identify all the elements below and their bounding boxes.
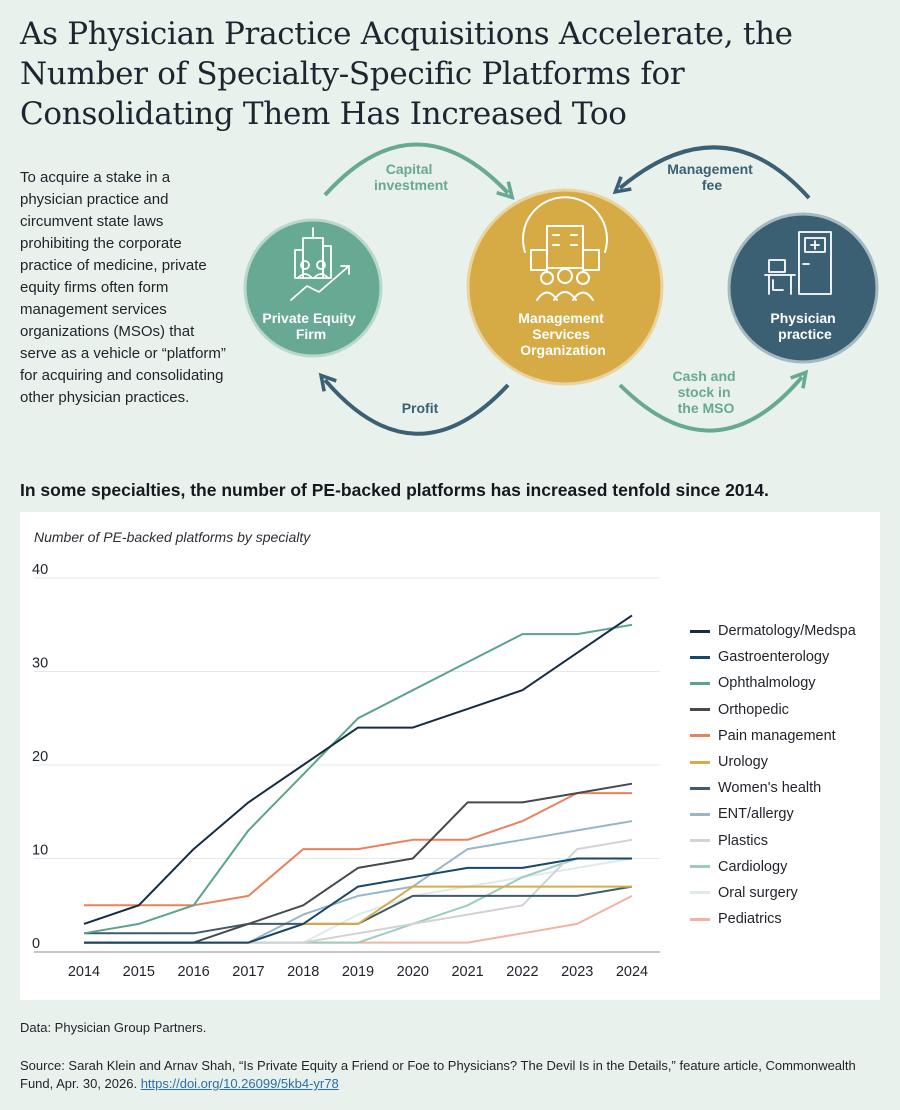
legend-label: Plastics [718,832,768,849]
node-management-services-organization: Management Services Organization [466,188,664,386]
line-chart-panel: Number of PE-backed platforms by special… [20,512,880,1000]
svg-text:Management Services: Management Services Organization [518,310,607,358]
flow-label-capital-investment: Capital investment [374,161,448,193]
series-line-oral-surgery [84,857,633,944]
series-line-pediatrics [84,895,633,944]
y-tick-label-40: 40 [32,562,48,578]
clinic-door-desk-icon [764,231,832,295]
legend-item-orthopedic: Orthopedic [690,697,856,723]
legend-swatch [690,655,710,659]
flow-label-management-fee: Management fee [667,161,756,193]
legend-swatch [690,839,710,843]
source-note: Source: Sarah Klein and Arnav Shah, “Is … [20,1057,880,1093]
city-growth-icon [290,227,350,301]
legend-swatch [690,760,710,764]
legend-swatch [690,734,710,738]
legend-label: Women's health [718,780,822,797]
y-tick-label-10: 10 [32,843,48,859]
flow-label-cash-stock: Cash and stock in the MSO [673,368,740,416]
x-tick-label-2024: 2024 [616,964,648,980]
pe-mso-flow-diagram: Capital investment Profit Management fee… [243,142,879,436]
series-line-plastics [84,838,633,944]
x-tick-label-2017: 2017 [232,964,264,980]
x-tick-label-2016: 2016 [177,964,209,980]
legend-label: Ophthalmology [718,675,816,692]
chart-headline: In some specialties, the number of PE-ba… [20,480,769,500]
x-tick-label-2020: 2020 [397,964,429,980]
page-title: As Physician Practice Acquisitions Accel… [20,16,793,132]
series-line-dermatology-medspa [83,614,633,925]
legend-item-ent-allergy: ENT/allergy [690,801,856,827]
legend-swatch [690,708,710,712]
legend-item-plastics: Plastics [690,828,856,854]
legend-swatch [690,891,710,895]
cash-stock-arrow [618,369,809,433]
line-chart: 0 10 20 30 40 2014 2015 2016 2017 2018 2019 2020 202… [32,562,660,980]
series-line-women-s-health [84,885,633,935]
legend-label: Cardiology [718,858,788,875]
legend-swatch [690,786,710,790]
source-link[interactable]: https://doi.org/10.26099/5kb4-yr78 [140,1076,339,1091]
management-fee-arrow [612,145,811,200]
legend-label: Pediatrics [718,911,782,928]
x-tick-label-2018: 2018 [287,964,319,980]
legend-item-oral-surgery: Oral surgery [690,880,856,906]
flow-label-profit: Profit [402,400,439,416]
legend-item-gastroenterology: Gastroenterology [690,644,856,670]
legend-label: Pain management [718,727,836,744]
series-line-gastroenterology [84,857,632,944]
legend-swatch [690,681,710,685]
legend-swatch [690,865,710,869]
intro-text: To acquire a stake in a physician practi… [20,169,226,406]
chart-title: Number of PE-backed platforms by special… [34,529,311,545]
x-tick-label-2022: 2022 [506,964,538,980]
legend-item-dermatology-medspa: Dermatology/Medspa [690,618,856,644]
svg-text:Physician practice: Physician practice [770,310,839,342]
legend-swatch [690,812,710,816]
y-tick-label-0: 0 [32,936,40,952]
x-tick-label-2023: 2023 [561,964,593,980]
capital-investment-arrow [323,142,515,200]
x-tick-label-2019: 2019 [342,964,374,980]
legend-swatch [690,917,710,921]
profit-arrow [318,372,510,436]
legend-item-ophthalmology: Ophthalmology [690,670,856,696]
legend-label: ENT/allergy [718,806,794,823]
x-tick-label-2015: 2015 [123,964,155,980]
legend-label: Oral surgery [718,884,798,901]
legend-label: Orthopedic [718,701,789,718]
y-tick-label-30: 30 [32,656,48,672]
node-private-equity-firm: Private Equity Firm [243,218,383,358]
series-line-ophthalmology [83,623,633,935]
legend-label: Gastroenterology [718,649,830,666]
legend-item-cardiology: Cardiology [690,854,856,880]
y-tick-label-20: 20 [32,749,48,765]
x-tick-label-2021: 2021 [451,964,483,980]
x-tick-label-2014: 2014 [68,964,100,980]
legend-swatch [690,629,710,633]
legend-label: Dermatology/Medspa [718,623,856,640]
legend-item-pain-management: Pain management [690,723,856,749]
node-physician-practice: Physician practice [727,212,879,364]
legend-item-women-s-health: Women's health [690,775,856,801]
legend-item-pediatrics: Pediatrics [690,906,856,932]
series-line-cardiology [84,857,632,944]
series-line-pain-management [84,792,632,907]
legend-label: Urology [718,754,768,771]
source-text: Source: Sarah Klein and Arnav Shah, “Is … [20,1058,856,1091]
organization-gear-icon [522,196,608,301]
legend-item-urology: Urology [690,749,856,775]
chart-legend: Dermatology/Medspa Gastroenterology Ophtha… [690,618,856,932]
svg-text:Private Equity Firm: Private Equity Firm [262,310,359,342]
data-note: Data: Physician Group Partners. [20,1020,207,1035]
